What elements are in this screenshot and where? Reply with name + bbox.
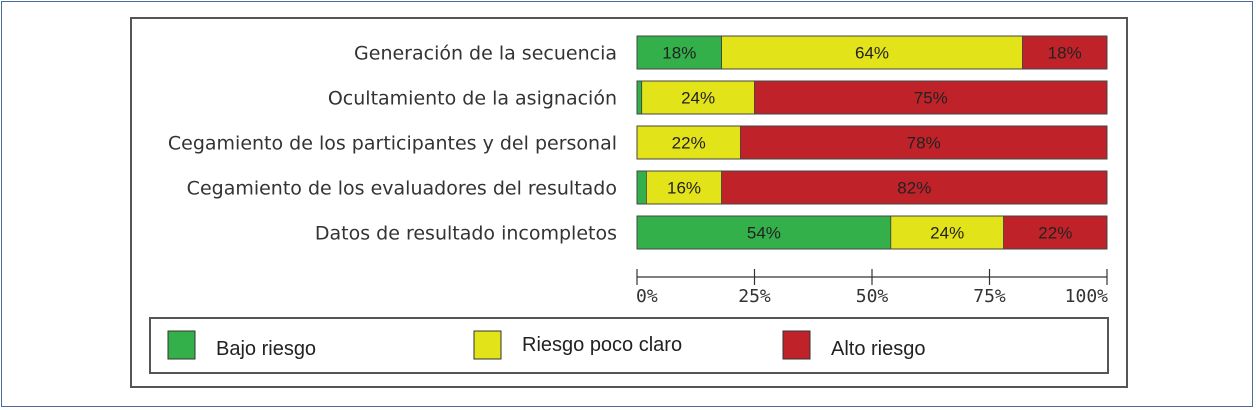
- data-label: 82%: [897, 179, 931, 198]
- category-label: Ocultamiento de la asignación: [328, 88, 617, 110]
- data-label: 16%: [667, 179, 701, 198]
- data-label: 18%: [1048, 44, 1082, 63]
- x-tick-label: 50%: [856, 286, 889, 307]
- legend-swatch: [473, 330, 502, 360]
- x-tick-label: 0%: [636, 286, 658, 307]
- legend-label: Riesgo poco claro: [522, 334, 682, 356]
- bar-outline: [636, 125, 1108, 160]
- data-label: 78%: [907, 134, 941, 153]
- bar-segment: [646, 170, 723, 205]
- bar-outline: [636, 215, 1108, 250]
- data-label: 22%: [672, 134, 706, 153]
- data-label: 22%: [1038, 224, 1072, 243]
- legend-swatch: [167, 330, 196, 360]
- bar-segment: [721, 170, 1108, 205]
- data-label: 24%: [930, 224, 964, 243]
- bar-outline: [636, 170, 1108, 205]
- bar-segment: [641, 80, 755, 115]
- bar-outline: [636, 80, 1108, 115]
- category-label: Generación de la secuencia: [354, 43, 617, 65]
- bar-segment: [636, 170, 647, 205]
- data-label: 64%: [855, 44, 889, 63]
- data-label: 24%: [681, 89, 715, 108]
- bar-segment: [754, 80, 1108, 115]
- bar-segment: [1022, 35, 1108, 70]
- legend-swatch: [782, 330, 811, 360]
- data-label: 18%: [662, 44, 696, 63]
- x-tick-label: 25%: [738, 286, 771, 307]
- category-label: Datos de resultado incompletos: [315, 223, 617, 245]
- legend-label: Alto riesgo: [831, 338, 926, 360]
- x-tick-label: 100%: [1065, 286, 1109, 307]
- bar-segment: [636, 80, 643, 115]
- category-label: Cegamiento de los participantes y del pe…: [168, 133, 617, 155]
- data-label: 54%: [747, 224, 781, 243]
- bar-segment: [636, 215, 892, 250]
- x-tick-label: 75%: [973, 286, 1006, 307]
- legend-box: [149, 317, 1109, 374]
- bar-segment: [890, 215, 1004, 250]
- category-label: Cegamiento de los evaluadores del result…: [187, 178, 617, 200]
- legend-label: Bajo riesgo: [216, 338, 316, 360]
- data-label: 75%: [914, 89, 948, 108]
- bar-segment: [1003, 215, 1108, 250]
- bar-segment: [636, 35, 722, 70]
- bar-outline: [636, 35, 1108, 70]
